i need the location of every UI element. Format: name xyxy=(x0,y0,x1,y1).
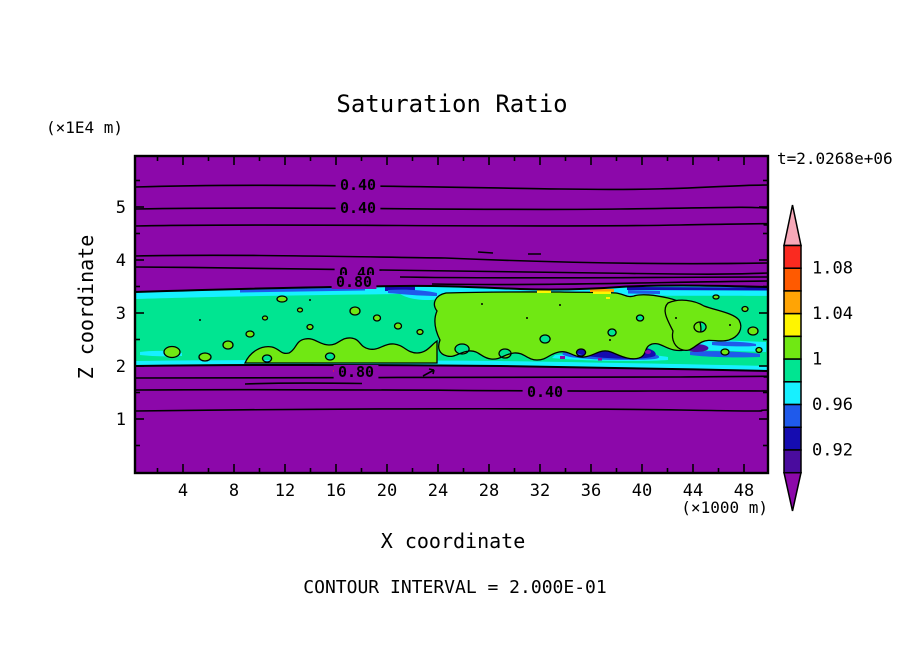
colorbar-segment xyxy=(783,267,802,292)
plot-frame xyxy=(133,154,770,475)
x-tick-label: 24 xyxy=(428,481,448,501)
contour-value-label: 0.40 xyxy=(340,176,376,194)
colorbar-label: 1.04 xyxy=(812,304,853,324)
x-tick-labels: 4 8 12 16 20 24 28 32 36 40 44 48 xyxy=(178,481,754,501)
time-label: t=2.0268e+06 xyxy=(777,149,893,168)
x-tick-label: 28 xyxy=(479,481,499,501)
chartreuse-big-blob xyxy=(433,291,702,361)
contour-label-halo xyxy=(335,201,381,215)
y-tick-label: 2 xyxy=(116,357,126,377)
contour-specks xyxy=(199,299,731,341)
contour-value-label: 0.40 xyxy=(340,199,376,217)
colorbar-segment xyxy=(783,244,802,269)
colorbar-label: 0.92 xyxy=(812,440,853,460)
colorbar: 1.08 1.04 1 0.96 0.92 xyxy=(783,204,853,512)
y-tick-label: 1 xyxy=(116,410,126,430)
chartreuse-small-blobs xyxy=(163,294,763,362)
x-tick-label: 4 xyxy=(178,481,188,501)
colorbar-segment xyxy=(783,312,802,338)
band-top-boundary xyxy=(135,284,768,293)
colorbar-segment xyxy=(783,381,802,406)
x-tick-label: 44 xyxy=(683,481,703,501)
y-tick-label: 3 xyxy=(116,304,126,324)
band-bottom-blue-streak-right2 xyxy=(712,341,756,347)
chart-title: Saturation Ratio xyxy=(336,90,567,118)
x-tick-label: 16 xyxy=(326,481,346,501)
chartreuse-left-strip xyxy=(243,337,438,364)
x-tick-label: 8 xyxy=(229,481,239,501)
plot-area: 0.400.400.400.800.800.40 4 8 12 16 20 24 28 32 3… xyxy=(116,154,770,501)
band-top-blue-strip-right xyxy=(628,290,660,294)
contour-label-halo xyxy=(331,275,377,289)
x-tick-label: 12 xyxy=(275,481,295,501)
colorbar-segment xyxy=(783,358,802,383)
purple-specks xyxy=(560,350,651,361)
band-bottom-boundary xyxy=(135,364,768,372)
contour-label-halo xyxy=(333,365,379,379)
colorbar-segment xyxy=(783,449,802,474)
contour-arrow-mark xyxy=(422,368,435,377)
contour-value-label: 0.80 xyxy=(338,363,374,381)
contour-value-label: 0.80 xyxy=(336,273,372,291)
chartreuse-right-lobe xyxy=(664,299,742,352)
x-tick-label: 48 xyxy=(734,481,754,501)
y-axis-label: Z coordinate xyxy=(74,235,98,380)
band-top-navy-strip-right xyxy=(627,287,768,291)
y-tick-label: 4 xyxy=(116,251,126,271)
axis-ticks xyxy=(136,157,767,472)
x-axis-label: X coordinate xyxy=(381,529,526,553)
contour-label-halo xyxy=(522,385,568,399)
band-top-blue-patch xyxy=(388,289,437,296)
contour-lines xyxy=(135,184,768,412)
x-tick-label: 20 xyxy=(377,481,397,501)
contour-label-group: 0.400.400.400.800.800.40 xyxy=(331,176,568,401)
colorbar-segment xyxy=(783,290,802,315)
contour-interval-note: CONTOUR INTERVAL = 2.000E-01 xyxy=(303,577,606,598)
x-axis-unit: (×1000 m) xyxy=(681,498,768,517)
x-tick-label: 40 xyxy=(632,481,652,501)
contour-value-label: 0.40 xyxy=(527,383,563,401)
colorbar-label: 1.08 xyxy=(812,259,853,279)
y-axis-unit: (×1E4 m) xyxy=(46,118,123,137)
colorbar-segment xyxy=(783,426,802,451)
contour-label-halo xyxy=(335,178,381,192)
colorbar-segment xyxy=(783,335,802,360)
colorbar-label: 1 xyxy=(812,350,822,370)
colorbar-label: 0.96 xyxy=(812,395,853,415)
colorbar-segment xyxy=(783,403,802,429)
x-tick-label: 36 xyxy=(581,481,601,501)
x-tick-label: 32 xyxy=(530,481,550,501)
y-tick-label: 5 xyxy=(116,198,126,218)
y-tick-labels: 5 4 3 2 1 xyxy=(116,198,126,430)
colorbar-bottom-arrow xyxy=(783,471,802,512)
saturation-band xyxy=(135,284,768,372)
